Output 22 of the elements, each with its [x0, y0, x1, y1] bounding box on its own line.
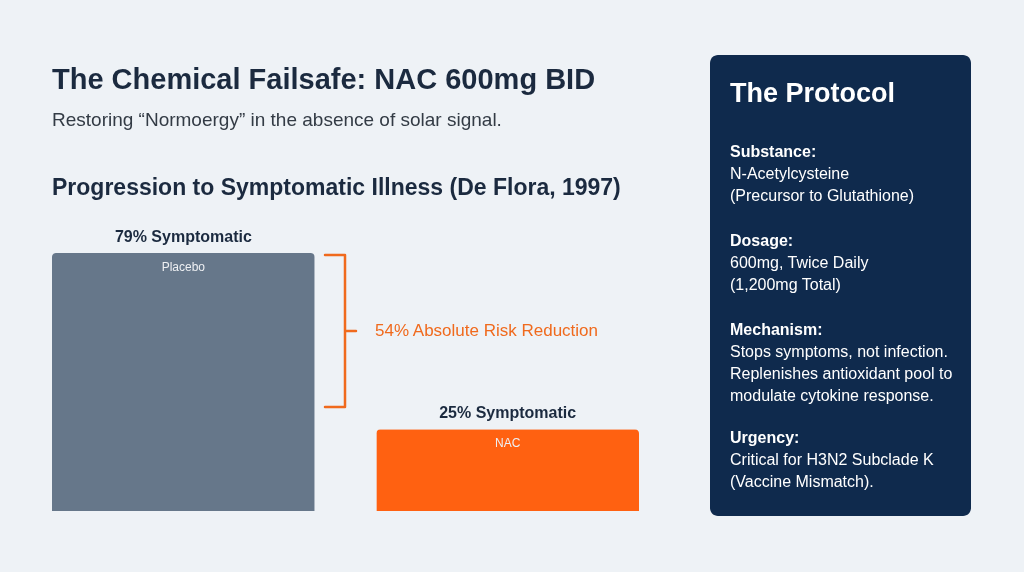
text: Critical for H3N2 Subclade K: [730, 451, 934, 468]
text: (Precursor to Glutathione): [730, 187, 915, 204]
text: 600mg, Twice Daily: [730, 254, 869, 271]
chart-subtitle: Restoring “Normoergy” in the absence of solar signal.: [52, 109, 502, 130]
data-label: 25% Symptomatic: [439, 404, 577, 422]
text: modulate cytokine response.: [730, 387, 934, 404]
text: (1,200mg Total): [730, 276, 841, 293]
text: Progression to Symptomatic Illness (De Flora, 1997): [52, 174, 621, 200]
text: The Protocol: [730, 78, 896, 108]
annotation: 54% Absolute Risk Reduction: [375, 321, 599, 340]
text: Mechanism:: [730, 321, 823, 338]
chart-title: The Chemical Failsafe: NAC 600mg BID: [52, 63, 596, 95]
text: Dosage:: [730, 232, 794, 249]
data-label: 79% Symptomatic: [114, 228, 252, 245]
text: Replenishes antioxidant pool to: [730, 365, 953, 382]
text: N-Acetylcysteine: [730, 165, 850, 182]
x-tick-label: Placebo: [161, 260, 206, 274]
text: Stops symptoms, not infection.: [730, 343, 948, 360]
text: Substance:: [730, 143, 817, 160]
text: (Vaccine Mismatch).: [730, 473, 874, 490]
text: Urgency:: [730, 429, 800, 446]
x-tick-label: NAC: [494, 436, 521, 451]
